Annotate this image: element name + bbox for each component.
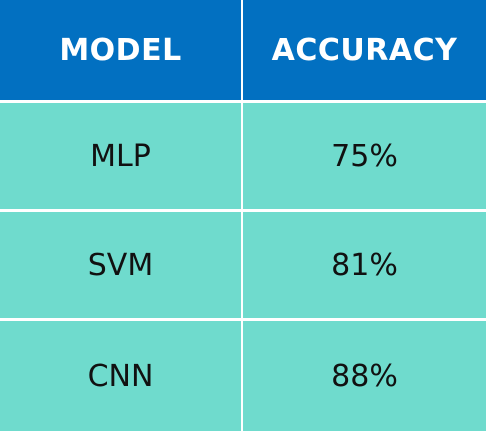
accuracy-cell: 75% [243,103,486,209]
row-divider [0,209,486,212]
model-cell: MLP [0,103,241,209]
column-divider [241,0,243,100]
column-divider [241,103,243,209]
column-divider [241,212,243,318]
column-divider [241,321,243,431]
header-model: MODEL [0,0,241,100]
accuracy-cell: 88% [243,321,486,431]
row-divider [0,100,486,103]
row-divider [0,318,486,321]
model-cell: CNN [0,321,241,431]
accuracy-cell: 81% [243,212,486,318]
model-cell: SVM [0,212,241,318]
header-accuracy: ACCURACY [243,0,486,100]
